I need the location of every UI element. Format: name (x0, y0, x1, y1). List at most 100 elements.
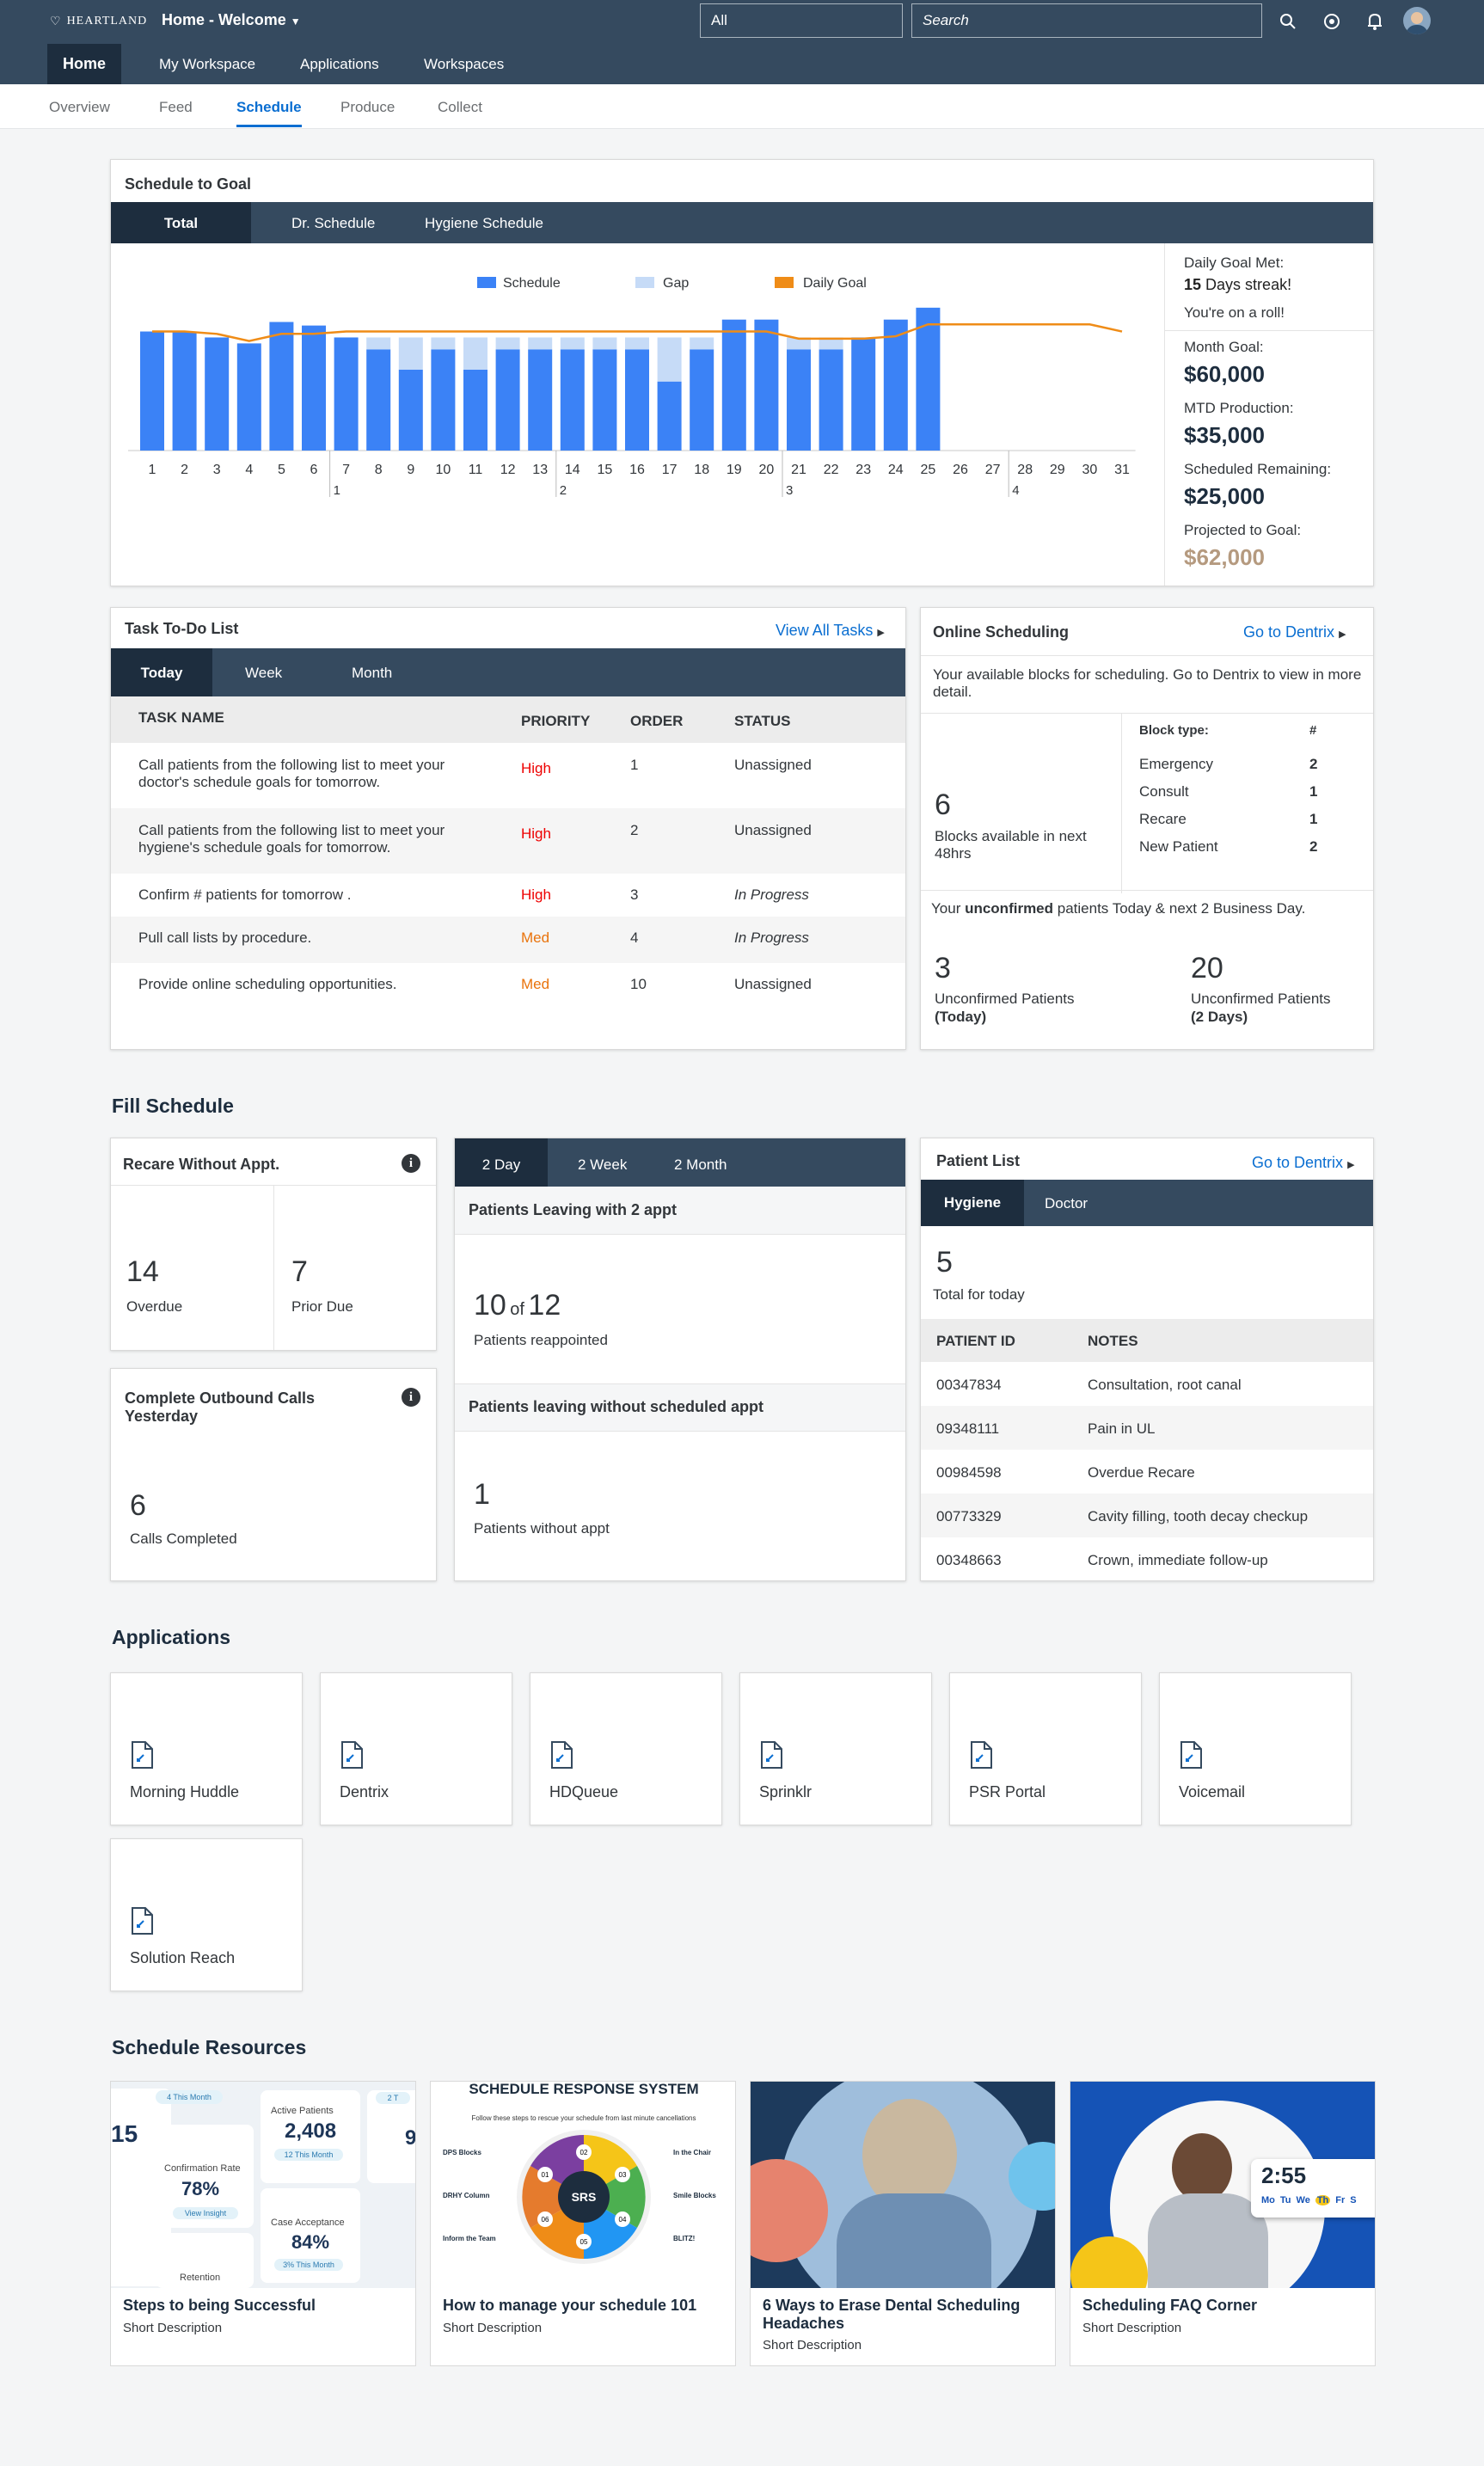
app-label: Voicemail (1179, 1783, 1246, 1800)
go-to-dentrix-link[interactable]: Go to Dentrix ▶ (1252, 1154, 1355, 1171)
task-todo-card: Task To-Do List View All Tasks ▶ Today W… (110, 607, 906, 1050)
nav-applications[interactable]: Applications (300, 56, 379, 72)
nav-workspaces[interactable]: Workspaces (424, 56, 505, 72)
legend-gap: Gap (663, 276, 689, 291)
resource-card[interactable]: 6 Ways to Erase Dental Scheduling Headac… (750, 2081, 1056, 2366)
tab-2-day[interactable]: 2 Day (455, 1138, 548, 1187)
block-type-name: Emergency (1139, 756, 1213, 772)
month-goal-label: Month Goal: (1184, 339, 1264, 355)
unconfirmed-2day-label: Unconfirmed Patients (1191, 991, 1331, 1007)
bar-schedule (431, 349, 456, 451)
bell-icon[interactable] (1365, 11, 1384, 32)
search-icon[interactable] (1279, 13, 1297, 30)
block-type-name: Recare (1139, 811, 1187, 827)
table-row[interactable]: 00348663 Crown, immediate follow-up (921, 1537, 1373, 1581)
svg-text:SRS: SRS (572, 2190, 597, 2204)
tab-month[interactable]: Month (352, 665, 393, 681)
fill-schedule-heading: Fill Schedule (112, 1095, 234, 1117)
tab-today[interactable]: Today (111, 648, 212, 696)
resource-card[interactable]: 2:55 Mo Tu We Th Fr S Scheduling FAQ Corner S… (1070, 2081, 1376, 2366)
app-tile-hdqueue[interactable]: HDQueue (530, 1672, 722, 1825)
table-row[interactable]: 00347834 Consultation, root canal (921, 1362, 1373, 1406)
patient-list-card: Patient List Go to Dentrix ▶ Hygiene Doc… (920, 1138, 1374, 1581)
table-row[interactable]: Provide online scheduling opportunities.… (111, 963, 905, 1009)
tab-collect[interactable]: Collect (438, 99, 482, 115)
recare-card: Recare Without Appt. i 14 Overdue 7 Prio… (110, 1138, 437, 1351)
sub-nav (0, 84, 1484, 129)
app-tile-morning-huddle[interactable]: Morning Huddle (110, 1672, 303, 1825)
unconfirmed-desc: Your unconfirmed patients Today & next 2… (931, 900, 1306, 917)
bar-schedule (528, 349, 553, 451)
tab-hygiene[interactable]: Hygiene (921, 1180, 1024, 1226)
table-row[interactable]: 00984598 Overdue Recare (921, 1450, 1373, 1494)
week-label: 1 (334, 483, 340, 498)
tab-produce[interactable]: Produce (340, 99, 396, 115)
app-tile-solution-reach[interactable]: Solution Reach (110, 1838, 303, 1991)
app-tile-voicemail[interactable]: Voicemail (1159, 1672, 1352, 1825)
app-document-icon (132, 1907, 153, 1935)
tab-2-month[interactable]: 2 Month (674, 1156, 727, 1173)
tab-total[interactable]: Total (111, 202, 251, 243)
go-to-dentrix-link[interactable]: Go to Dentrix ▶ (1243, 623, 1346, 641)
resource-title: Scheduling FAQ Corner (1082, 2297, 1258, 2314)
patient-id: 00347834 (936, 1377, 1002, 1393)
app-tile-psr-portal[interactable]: PSR Portal (949, 1672, 1142, 1825)
resource-card[interactable]: SCHEDULE RESPONSE SYSTEM Follow these st… (430, 2081, 736, 2366)
view-all-tasks-link[interactable]: View All Tasks ▶ (776, 622, 885, 639)
patient-id: 00984598 (936, 1464, 1002, 1481)
search-scope-select[interactable]: All (700, 3, 903, 38)
page-title-menu[interactable]: Home - Welcome ▼ (162, 11, 301, 28)
tab-dr-schedule[interactable]: Dr. Schedule (291, 215, 376, 231)
tab-doctor[interactable]: Doctor (1045, 1195, 1088, 1212)
app-label: HDQueue (549, 1783, 619, 1800)
table-row[interactable]: Call patients from the following list to… (111, 743, 905, 808)
month-goal-value: $60,000 (1184, 361, 1265, 387)
app-label: Morning Huddle (130, 1783, 240, 1800)
bar-schedule (883, 319, 908, 451)
x-tick-label: 11 (469, 463, 483, 477)
table-row[interactable]: 00773329 Cavity filling, tooth decay chec… (921, 1494, 1373, 1537)
bar-schedule (560, 349, 585, 451)
resource-card[interactable]: 4 This Month 15 Confirmation Rate 78% Vi… (110, 2081, 416, 2366)
card-title: Online Scheduling (933, 623, 1070, 641)
caret-down-icon: ▼ (290, 15, 301, 28)
app-document-icon (132, 1741, 153, 1769)
app-tile-sprinklr[interactable]: Sprinklr (739, 1672, 932, 1825)
info-icon[interactable]: i (402, 1154, 420, 1173)
table-row[interactable]: Pull call lists by procedure. Med 4 In Prog… (111, 917, 905, 963)
tab-feed[interactable]: Feed (159, 99, 193, 115)
app-tile-dentrix[interactable]: Dentrix (320, 1672, 512, 1825)
task-order: 10 (630, 976, 647, 992)
col-notes: NOTES (1088, 1333, 1138, 1349)
unconfirmed-2day-sub: (2 Days) (1191, 1009, 1248, 1025)
copilot-icon[interactable] (1322, 12, 1341, 31)
tab-overview[interactable]: Overview (49, 99, 110, 115)
nav-my-workspace[interactable]: My Workspace (159, 56, 256, 72)
search-input[interactable]: Search (911, 3, 1262, 38)
bar-schedule (269, 322, 294, 451)
resource-desc: Short Description (443, 2321, 543, 2335)
online-desc: Your available blocks for scheduling. Go… (933, 666, 1362, 700)
table-row[interactable]: Confirm # patients for tomorrow . High 3 In… (111, 874, 905, 917)
x-tick-label: 5 (278, 463, 285, 477)
logo[interactable]: ♡ HEARTLAND (50, 15, 148, 28)
info-icon[interactable]: i (402, 1388, 420, 1407)
avatar[interactable] (1403, 7, 1431, 34)
tab-schedule[interactable]: Schedule (236, 99, 302, 127)
resource-title: How to manage your schedule 101 (443, 2297, 697, 2314)
x-tick-label: 8 (375, 463, 383, 477)
bar-schedule (463, 369, 488, 451)
tab-2-week[interactable]: 2 Week (578, 1156, 628, 1173)
unconfirmed-today-label: Unconfirmed Patients (935, 991, 1075, 1007)
patient-note: Pain in UL (1088, 1420, 1156, 1437)
table-row[interactable]: 09348111 Pain in UL (921, 1406, 1373, 1450)
x-tick-label: 18 (694, 463, 709, 477)
svg-text:01: 01 (542, 2171, 549, 2179)
tab-week[interactable]: Week (245, 665, 283, 681)
bar-schedule (787, 349, 811, 451)
table-row[interactable]: Call patients from the following list to… (111, 808, 905, 874)
nav-home[interactable]: Home (47, 44, 121, 84)
x-tick-label: 12 (500, 463, 516, 477)
tab-hygiene-schedule[interactable]: Hygiene Schedule (425, 215, 543, 231)
x-tick-label: 23 (855, 463, 871, 477)
